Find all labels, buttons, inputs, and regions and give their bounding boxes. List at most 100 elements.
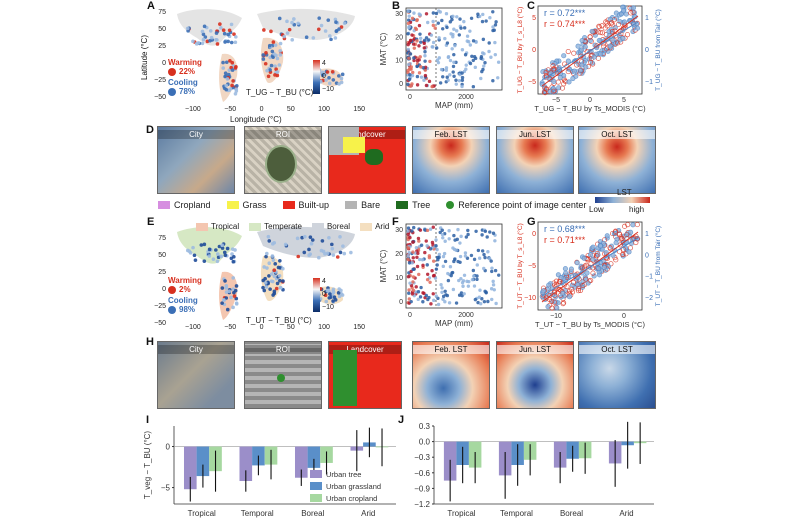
scatter-point <box>453 257 457 262</box>
scatter-point <box>584 270 590 276</box>
scatter-point <box>416 236 421 241</box>
map-point <box>231 79 235 83</box>
map-points-a <box>185 16 348 96</box>
scatter-point <box>434 294 439 298</box>
y-tick-label: −0.3 <box>414 453 430 462</box>
map-point <box>218 22 222 26</box>
bar-urban-tree <box>294 446 308 478</box>
scatter-point <box>414 27 419 32</box>
map-point <box>199 243 204 247</box>
y-tick-label: 10 <box>395 58 403 65</box>
scatter-point <box>425 263 429 267</box>
scatter-point <box>411 70 415 75</box>
scatter-point <box>438 81 443 85</box>
bar-urban-grassland <box>196 446 210 477</box>
x-tick-label: 0 <box>408 312 412 319</box>
map-point <box>263 281 268 285</box>
scatter-point <box>569 282 575 288</box>
map-point <box>215 259 220 264</box>
scatter-point <box>492 288 496 292</box>
scatter-point <box>457 78 462 83</box>
scatter-point <box>628 10 634 16</box>
scatter-point <box>491 28 495 33</box>
scatter-point <box>443 289 447 293</box>
thumb-feb-lst-d: Feb. LST <box>412 126 490 194</box>
map-point <box>185 26 190 31</box>
scatter-point <box>473 297 478 302</box>
y-tick-label: 0 <box>162 60 166 67</box>
scatter-point <box>451 64 456 69</box>
panel-label-a: A <box>147 0 155 12</box>
scatter-point <box>481 37 486 42</box>
scatter-point <box>423 54 427 58</box>
scatter-point <box>414 285 418 289</box>
panel-label-j: J <box>398 414 405 426</box>
map-point <box>267 43 272 48</box>
thumb-city-d: City <box>157 126 235 194</box>
map-point <box>262 288 267 293</box>
scatter-point <box>491 79 495 83</box>
scatter-point <box>472 274 476 278</box>
map-point <box>323 293 328 298</box>
scatter-point <box>621 246 627 253</box>
map-point <box>342 21 347 25</box>
map-point <box>266 234 271 239</box>
scatter-point <box>406 226 411 230</box>
scatter-point <box>474 40 478 44</box>
landcover-tree-patch <box>365 149 383 165</box>
correlation-red: r = 0.74*** <box>544 19 586 29</box>
map-point <box>275 281 280 286</box>
scatter-point <box>416 297 420 302</box>
scatter-point <box>479 302 483 306</box>
scatter-point <box>461 279 466 283</box>
map-point <box>261 285 265 290</box>
scatter-point <box>460 78 465 82</box>
map-point <box>334 20 338 25</box>
scatter-point <box>477 256 482 260</box>
scatter-point <box>438 230 442 235</box>
scatter-point <box>473 56 478 61</box>
thumb-title-oct-d: Oct. LST <box>579 130 655 139</box>
map-point <box>267 261 272 266</box>
map-point <box>283 242 288 247</box>
map-point <box>278 53 283 57</box>
fit-line-blue <box>541 237 639 297</box>
x-tick-label: −50 <box>224 324 237 331</box>
scatter-point <box>475 277 479 282</box>
map-point <box>307 247 311 252</box>
colorbar-tick: 0 <box>322 73 326 80</box>
cooling-dot-icon <box>168 87 176 96</box>
scatter-point <box>440 232 445 237</box>
legend-label: Boreal <box>326 222 351 231</box>
map-point <box>317 16 322 20</box>
map-point <box>230 252 234 256</box>
fit-line-blue <box>541 21 639 81</box>
map-point <box>339 80 344 85</box>
map-point <box>223 253 228 258</box>
scatter-point <box>485 235 489 239</box>
scatter-point <box>623 11 629 17</box>
scatter-point <box>583 64 589 70</box>
scatter-point <box>487 41 491 45</box>
panel-e-xticks: −100 −50 0 50 100 150 <box>185 324 365 331</box>
map-point <box>230 68 235 72</box>
scatter-point <box>579 37 585 44</box>
scatter-point <box>408 281 412 285</box>
map-point <box>266 74 271 79</box>
scatter-point <box>411 275 416 279</box>
scatter-point <box>575 43 581 49</box>
scatter-point <box>574 62 580 68</box>
map-point <box>196 41 201 45</box>
scatter-point <box>556 286 562 292</box>
scatter-point <box>596 37 602 43</box>
reference-point-icon <box>446 201 455 209</box>
scatter-point <box>440 290 444 294</box>
legend-swatch <box>196 222 208 231</box>
scatter-point <box>486 250 490 254</box>
map-point <box>321 249 326 254</box>
scatter-point <box>634 25 641 31</box>
map-point <box>267 274 271 278</box>
map-point <box>300 235 304 240</box>
scatter-point <box>412 11 416 15</box>
scatter-point <box>476 12 480 16</box>
